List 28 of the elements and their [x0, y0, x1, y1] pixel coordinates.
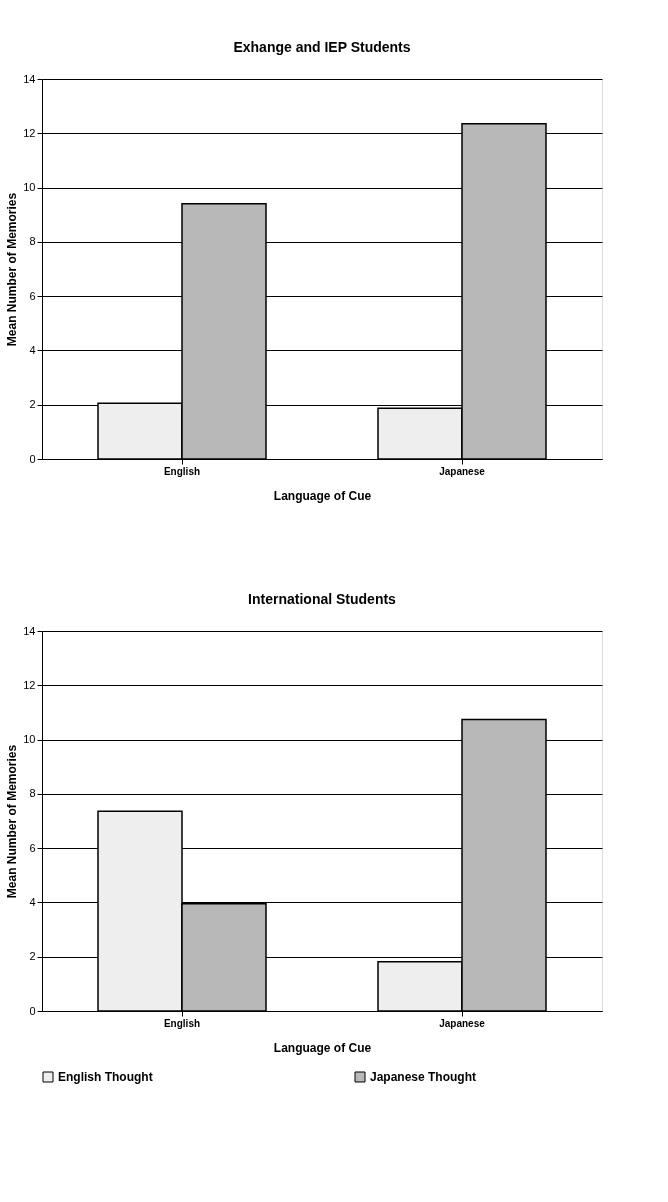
y-axis-title: Mean Number of Memories — [5, 744, 20, 899]
y-tick-label: 14 — [23, 72, 36, 85]
chart-title: Exhange and IEP Students — [233, 39, 411, 55]
x-tick-label: Japanese — [439, 1017, 486, 1029]
x-tick-label: Japanese — [439, 465, 486, 477]
x-axis-title: Language of Cue — [273, 488, 372, 503]
y-tick-label: 0 — [29, 1004, 36, 1017]
legend-label: English Thought — [58, 1070, 153, 1084]
y-tick-label: 4 — [29, 343, 36, 356]
x-axis-title: Language of Cue — [273, 1040, 372, 1055]
x-tick-label: English — [163, 465, 201, 477]
y-tick-label: 4 — [29, 895, 36, 908]
y-tick-label: 8 — [29, 787, 36, 800]
y-tick-label: 10 — [23, 733, 36, 746]
y-tick-label: 12 — [23, 126, 36, 139]
y-tick-label: 0 — [29, 452, 36, 465]
x-tick-label: English — [163, 1017, 201, 1029]
y-tick-label: 10 — [23, 181, 36, 194]
y-tick-label: 12 — [23, 678, 36, 691]
y-tick-label: 2 — [29, 950, 36, 963]
chart-title: International Students — [248, 591, 397, 607]
y-tick-label: 8 — [29, 235, 36, 248]
legend-label: Japanese Thought — [370, 1070, 477, 1084]
y-tick-label: 6 — [29, 841, 36, 854]
y-tick-label: 6 — [29, 289, 36, 302]
y-tick-label: 14 — [23, 624, 36, 637]
y-tick-label: 2 — [29, 398, 36, 411]
y-axis-title: Mean Number of Memories — [5, 192, 20, 347]
